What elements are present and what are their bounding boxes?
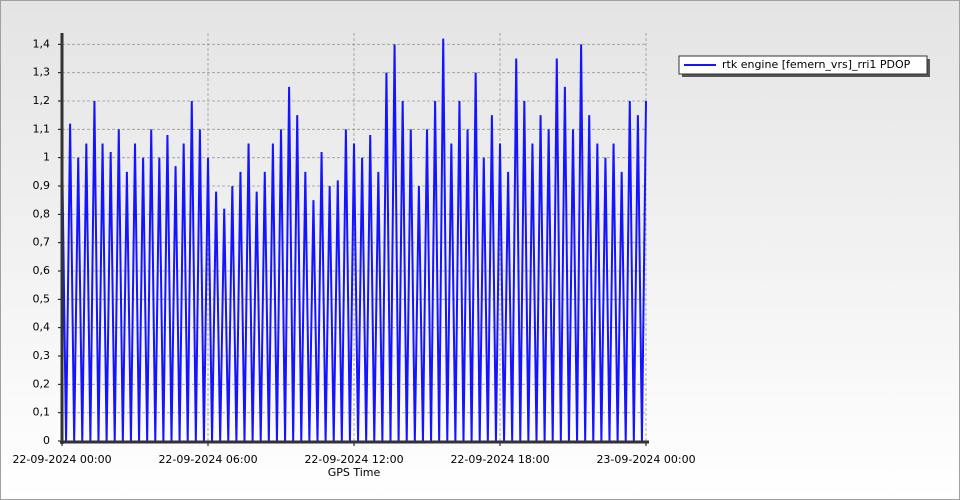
y-tick-label: 0,5 <box>33 292 51 305</box>
y-tick-label: 0,2 <box>33 377 51 390</box>
legend-box <box>678 55 928 75</box>
x-axis-title: GPS Time <box>328 466 381 479</box>
data-line <box>61 38 647 442</box>
y-tick-label: 0,6 <box>33 264 51 277</box>
y-tick-label: 0,4 <box>33 321 51 334</box>
x-tick-label: 23-09-2024 00:00 <box>596 453 695 466</box>
x-tick-label: 22-09-2024 18:00 <box>450 453 549 466</box>
y-tick-label: 0,7 <box>33 236 51 249</box>
legend: rtk engine [femern_vrs]_rri1 PDOP <box>678 55 930 77</box>
x-tick-label: 22-09-2024 00:00 <box>12 453 111 466</box>
y-tick-label: 0 <box>43 434 50 447</box>
x-tick-label: 22-09-2024 12:00 <box>304 453 403 466</box>
y-tick-label: 0,9 <box>33 179 51 192</box>
y-tick-label: 1,4 <box>33 37 51 50</box>
x-tick-label: 22-09-2024 06:00 <box>158 453 257 466</box>
y-tick-label: 1,2 <box>33 94 51 107</box>
y-tick-label: 1 <box>43 151 50 164</box>
y-tick-label: 0,1 <box>33 406 51 419</box>
legend-label: rtk engine [femern_vrs]_rri1 PDOP <box>722 58 911 71</box>
y-tick-label: 1,1 <box>33 122 51 135</box>
y-tick-label: 0,3 <box>33 349 51 362</box>
y-tick-label: 0,8 <box>33 207 51 220</box>
y-tick-label: 1,3 <box>33 66 51 79</box>
